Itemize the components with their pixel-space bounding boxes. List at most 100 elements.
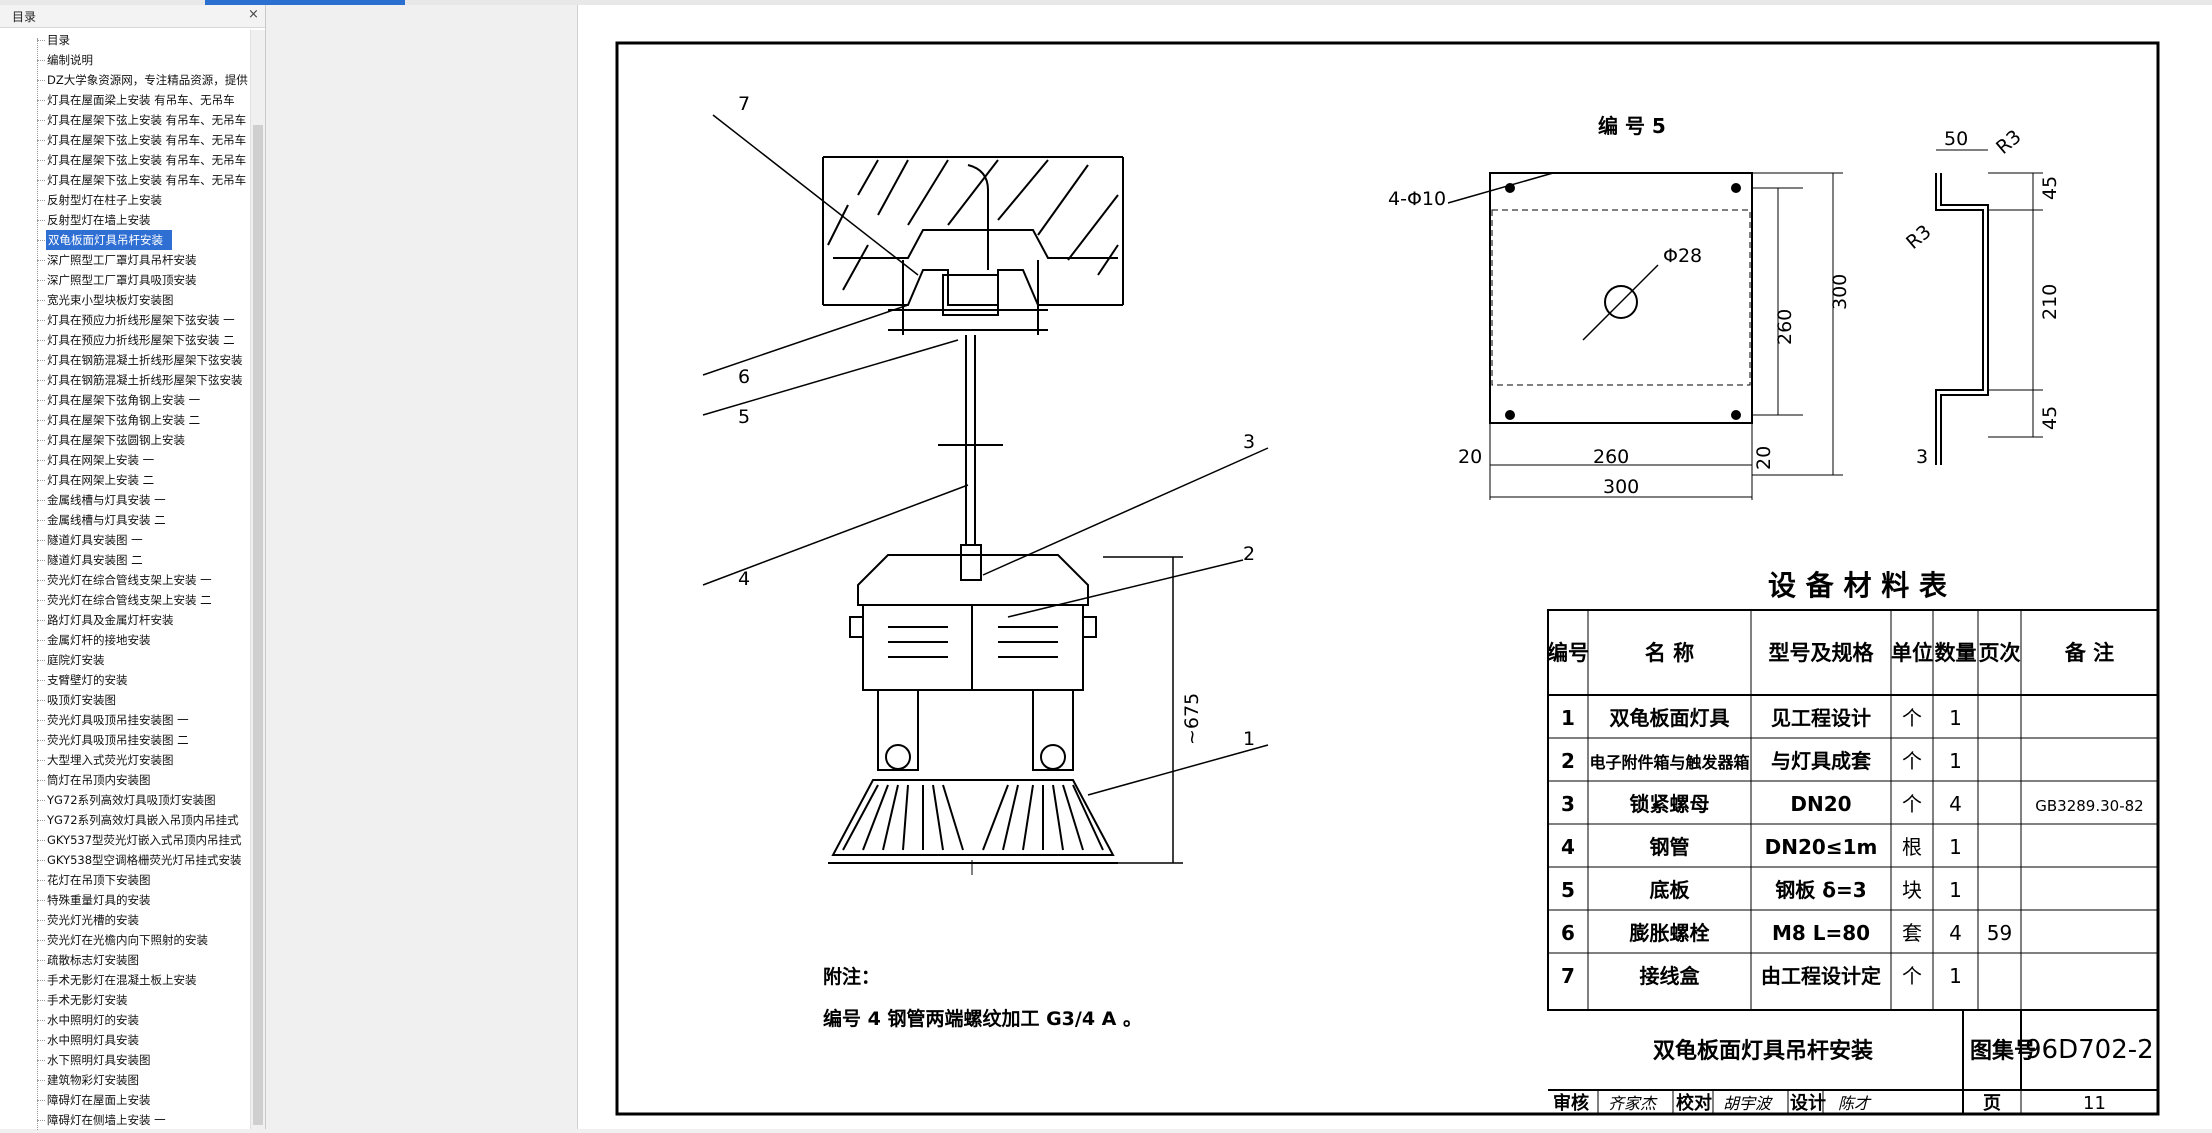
design-label: 设计 [1790, 1092, 1826, 1114]
table-cell: M8 L=80 [1772, 921, 1870, 945]
callout-4: 4 [738, 568, 750, 590]
toc-item[interactable]: 水中照明灯的安装 [47, 1013, 139, 1027]
toc-item[interactable]: 反射型灯在柱子上安装 [47, 193, 162, 207]
close-icon[interactable]: × [248, 7, 259, 22]
toc-item[interactable]: 深广照型工厂罩灯具吊杆安装 [47, 253, 197, 267]
scrollbar-thumb[interactable] [253, 125, 263, 1125]
table-cell: 4 [1561, 835, 1575, 859]
table-cell: 膨胀螺栓 [1629, 921, 1710, 945]
toc-item[interactable]: 荧光灯具吸顶吊挂安装图 一 [47, 713, 189, 727]
toc-tree-branch [37, 960, 45, 961]
table-header-cell: 单位 [1891, 641, 1933, 665]
toc-item[interactable]: 灯具在预应力折线形屋架下弦安装 一 [47, 313, 235, 327]
toc-item[interactable]: 疏散标志灯安装图 [47, 953, 139, 967]
toc-item[interactable]: 灯具在预应力折线形屋架下弦安装 二 [47, 333, 235, 347]
table-header-cell: 页次 [1979, 641, 2021, 665]
toc-item[interactable]: 花灯在吊顶下安装图 [47, 873, 151, 887]
toc-tree-branch [37, 920, 45, 921]
toc-item[interactable]: 灯具在屋面梁上安装 有吊车、无吊车 [47, 93, 235, 107]
toc-item[interactable]: 庭院灯安装 [47, 653, 105, 667]
sidebar-title: 目录 [12, 10, 37, 24]
toc-item[interactable]: 灯具在屋架下弦上安装 有吊车、无吊车 [47, 133, 247, 147]
toc-tree-branch [37, 460, 45, 461]
toc-item[interactable]: 手术无影灯在混凝土板上安装 [47, 973, 197, 987]
toc-item[interactable]: 特殊重量灯具的安装 [47, 893, 151, 907]
toc-item[interactable]: 水下照明灯具安装图 [47, 1053, 151, 1067]
table-cell: 见工程设计 [1771, 706, 1871, 730]
mounting-bracket [888, 260, 1048, 335]
toc-tree-branch [37, 180, 45, 181]
toc-tree-branch [37, 760, 45, 761]
callout-5: 5 [738, 406, 750, 428]
toc-tree-branch [37, 1120, 45, 1121]
toc-item[interactable]: 灯具在屋架下弦角钢上安装 一 [47, 393, 201, 407]
sidebar-scrollbar[interactable] [250, 30, 265, 1129]
table-cell: 5 [1561, 878, 1575, 902]
toc-tree-branch [37, 60, 45, 61]
toc-item[interactable]: 宽光束小型块板灯安装图 [47, 293, 174, 307]
toc-item[interactable]: 建筑物彩灯安装图 [47, 1073, 139, 1087]
toc-tree-line [37, 38, 38, 1130]
table-cell: 1 [1949, 878, 1962, 902]
toc-item[interactable]: 筒灯在吊顶内安装图 [47, 773, 151, 787]
dim-675: ~675 [1181, 693, 1203, 745]
table-cell: 4 [1949, 921, 1962, 945]
toc-item[interactable]: 金属线槽与灯具安装 二 [47, 513, 166, 527]
toc-tree-branch [37, 160, 45, 161]
toc-item[interactable]: 金属灯杆的接地安装 [47, 633, 151, 647]
table-cell: 电子附件箱与触发器箱 [1589, 753, 1749, 772]
toc-tree-branch [37, 360, 45, 361]
toc-item[interactable]: 灯具在网架上安装 二 [47, 473, 155, 487]
toc-item[interactable]: 深广照型工厂罩灯具吸顶安装 [47, 273, 197, 287]
top-toolbar-strip [0, 0, 2212, 5]
toc-item[interactable]: 荧光灯具吸顶吊挂安装图 二 [47, 733, 189, 747]
toc-item[interactable]: 障碍灯在屋面上安装 [47, 1093, 151, 1107]
table-cell: 4 [1949, 792, 1962, 816]
table-header-cell: 编号 [1547, 641, 1589, 665]
toc-item[interactable]: 大型埋入式荧光灯安装图 [47, 753, 174, 767]
toc-item[interactable]: YG72系列高效灯具吸顶灯安装图 [47, 793, 216, 807]
toc-item[interactable]: 支臂壁灯的安装 [47, 673, 128, 687]
toc-item[interactable]: 水中照明灯具安装 [47, 1033, 139, 1047]
profile-45-top: 45 [2039, 176, 2061, 200]
material-table: 编号名 称型号及规格 单位 数量 页次备 注1 双龟板面灯具 见工程设计个 12 电子附件箱与… [1547, 641, 2144, 988]
toc-item[interactable]: 灯具在网架上安装 一 [47, 453, 155, 467]
toc-item[interactable]: 反射型灯在墙上安装 [47, 213, 151, 227]
toc-item[interactable]: 路灯灯具及金属灯杆安装 [47, 613, 174, 627]
toc-item[interactable]: 荧光灯在光檐内向下照射的安装 [47, 933, 208, 947]
toc-item[interactable]: 灯具在钢筋混凝土折线形屋架下弦安装 [47, 353, 243, 367]
toc-item[interactable]: DZ大学象资源网，专注精品资源，提供 [47, 73, 248, 87]
toc-item[interactable]: 隧道灯具安装图 一 [47, 533, 143, 547]
table-cell: 接线盒 [1640, 964, 1701, 988]
table-cell: 1 [1949, 964, 1962, 988]
toc-item[interactable]: 灯具在屋架下弦圆钢上安装 [47, 433, 185, 447]
toc-item[interactable]: YG72系列高效灯具嵌入吊顶内吊挂式 [47, 813, 239, 827]
toc-item[interactable]: 手术无影灯安装 [47, 993, 128, 1007]
toc-item[interactable]: 荧光灯在综合管线支架上安装 二 [47, 593, 212, 607]
toc-item[interactable]: 荧光灯在综合管线支架上安装 一 [47, 573, 212, 587]
toc-item[interactable]: 灯具在屋架下弦上安装 有吊车、无吊车 [47, 153, 247, 167]
table-cell: GB3289.30-82 [2035, 797, 2143, 815]
toc-item[interactable]: 灯具在钢筋混凝土折线形屋架下弦安装 [47, 373, 243, 387]
active-tab-indicator[interactable] [205, 0, 405, 5]
toc-item[interactable]: 灯具在屋架下弦上安装 有吊车、无吊车 [47, 113, 247, 127]
toc-item[interactable]: 金属线槽与灯具安装 一 [47, 493, 166, 507]
toc-item[interactable]: 灯具在屋架下弦上安装 有吊车、无吊车 [47, 173, 247, 187]
toc-item[interactable]: 荧光灯光槽的安装 [47, 913, 139, 927]
toc-item[interactable]: 吸顶灯安装图 [47, 693, 116, 707]
toc-tree-branch [37, 140, 45, 141]
toc-item[interactable]: 隧道灯具安装图 二 [47, 553, 143, 567]
drawing-sheet: 7 6 5 4 3 2 1 ~675 附注： 编号 4 钢管两端螺纹加工 G3/… [615, 41, 2160, 1116]
toc-item[interactable]: GKY537型荧光灯嵌入式吊顶内吊挂式 [47, 833, 242, 847]
height-dimension [1103, 556, 1183, 864]
toc-item[interactable]: GKY538型空调格栅荧光灯吊挂式安装 [47, 853, 242, 867]
toc-tree-branch [37, 580, 45, 581]
table-cell: DN20 [1790, 792, 1851, 816]
toc-item[interactable]: 编制说明 [47, 53, 93, 67]
page-number: 11 [2083, 1093, 2106, 1114]
toc-item-selected[interactable]: 双龟板面灯具吊杆安装 [46, 230, 172, 250]
toc-item[interactable]: 目录 [47, 33, 70, 47]
toc-item[interactable]: 灯具在屋架下弦角钢上安装 二 [47, 413, 201, 427]
toc-item[interactable]: 障碍灯在侧墙上安装 一 [47, 1113, 166, 1127]
table-header-cell: 数量 [1935, 641, 1977, 665]
